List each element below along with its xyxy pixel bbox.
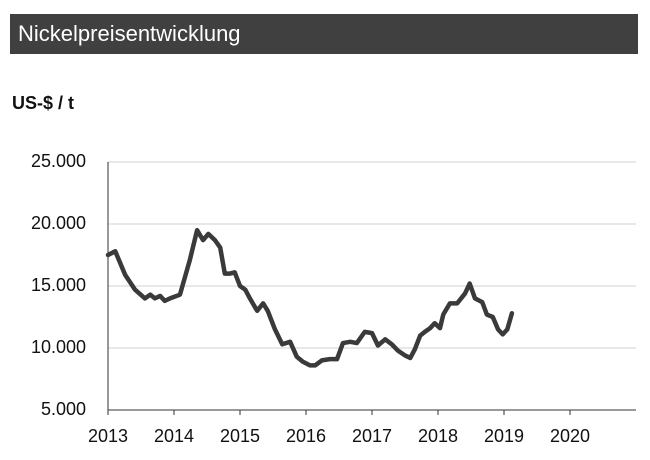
title-bar [10,14,638,54]
x-tick-label: 2020 [550,426,590,446]
y-tick-label: 15.000 [31,275,86,295]
chart-title: Nickelpreisentwicklung [18,21,241,46]
x-tick-label: 2014 [154,426,194,446]
x-tick-label: 2017 [352,426,392,446]
y-tick-label: 5.000 [41,399,86,419]
y-tick-label: 10.000 [31,337,86,357]
x-tick-label: 2016 [286,426,326,446]
y-axis-label: US-$ / t [12,93,74,113]
x-tick-label: 2019 [484,426,524,446]
line [105,227,515,368]
x-tick-label: 2015 [220,426,260,446]
y-tick-label: 25.000 [31,151,86,171]
x-tick-label: 2018 [418,426,458,446]
x-tick-label: 2013 [88,426,128,446]
y-tick-label: 20.000 [31,213,86,233]
